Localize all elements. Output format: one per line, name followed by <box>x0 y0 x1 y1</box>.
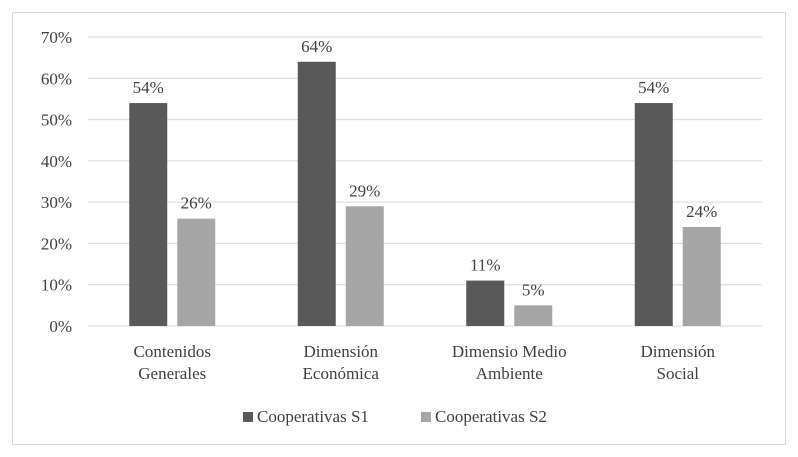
legend-label: Cooperativas S1 <box>257 407 369 426</box>
category-label: Dimensión <box>303 342 378 361</box>
legend-swatch <box>243 412 253 422</box>
x-axis-categories: Contenidos Generales Dimensión Económica Dim… <box>134 342 716 383</box>
data-label: 64% <box>301 37 332 56</box>
category-label: Contenidos <box>134 342 211 361</box>
data-label: 5% <box>522 280 545 299</box>
bar <box>177 218 216 326</box>
bar <box>345 206 384 326</box>
bar <box>466 280 505 326</box>
bar <box>297 61 336 327</box>
legend-label: Cooperativas S2 <box>435 407 547 426</box>
category-label: Social <box>657 364 700 383</box>
y-tick-label: 10% <box>41 276 72 295</box>
y-tick-label: 50% <box>41 111 72 130</box>
category-label: Dimensio Medio <box>452 342 567 361</box>
y-tick-label: 40% <box>41 152 72 171</box>
category-label: Ambiente <box>476 364 543 383</box>
category-label: Generales <box>138 364 206 383</box>
y-tick-label: 20% <box>41 234 72 253</box>
bar <box>129 103 168 326</box>
y-tick-label: 30% <box>41 193 72 212</box>
bar <box>682 226 721 326</box>
y-tick-label: 0% <box>49 317 72 336</box>
bars <box>129 61 721 327</box>
legend: Cooperativas S1 Cooperativas S2 <box>243 407 547 426</box>
category-label: Económica <box>303 364 380 383</box>
data-label: 54% <box>133 78 164 97</box>
y-tick-label: 60% <box>41 69 72 88</box>
data-label: 29% <box>349 181 380 200</box>
legend-swatch <box>421 412 431 422</box>
y-tick-label: 70% <box>41 28 72 47</box>
y-axis-ticks: 0% 10% 20% 30% 40% 50% 60% 70% <box>41 28 72 336</box>
data-labels: 54% 26% 64% 29% 11% 5% 54% 24% <box>133 37 718 300</box>
data-label: 24% <box>686 202 717 221</box>
bar <box>634 103 673 326</box>
category-label: Dimensión <box>640 342 715 361</box>
data-label: 54% <box>638 78 669 97</box>
data-label: 11% <box>470 256 501 275</box>
bar <box>514 305 553 326</box>
data-label: 26% <box>181 194 212 213</box>
